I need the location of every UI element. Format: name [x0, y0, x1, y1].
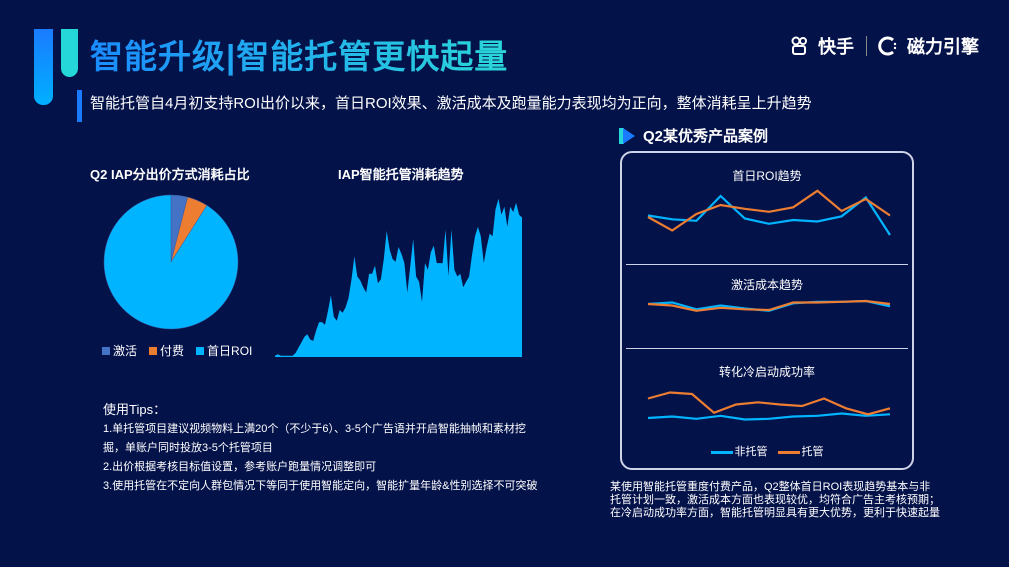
divider [626, 264, 908, 265]
decor-bar-blue [34, 29, 53, 105]
pie-chart [103, 194, 239, 330]
tip-item-1: 1.单托管项目建议视频物料上满20个（不少于6）、3-5个广告语并开启智能抽帧和… [103, 423, 526, 454]
roi-line-chart [647, 189, 891, 236]
legend-non-managed: 非托管 [710, 443, 768, 459]
tip-item-2: 2.出价根据考核目标值设置，参考账户跑量情况调整即可 [103, 461, 377, 473]
brand-logos: 快手 磁力引擎 [790, 33, 979, 59]
page-subtitle: 智能托管自4月初支持ROI出价以来，首日ROI效果、激活成本及跑量能力表现均为正… [90, 95, 812, 112]
brand-kuaishou: 快手 [818, 37, 854, 57]
subtitle-accent-bar [77, 90, 82, 122]
roi-chart-title: 首日ROI趋势 [732, 169, 802, 183]
legend-managed: 托管 [777, 443, 824, 459]
brand-separator [866, 36, 867, 56]
cost-line-chart [647, 299, 891, 312]
play-arrow-icon [619, 127, 635, 144]
area-chart [275, 198, 522, 357]
area-chart-title: IAP智能托管消耗趋势 [338, 167, 464, 182]
cost-chart-title: 激活成本趋势 [730, 278, 803, 292]
coldstart-line-chart [647, 391, 891, 421]
kuaishou-logo-icon [791, 36, 807, 55]
cili-logo-icon [878, 36, 897, 56]
case-heading: Q2某优秀产品案例 [619, 125, 768, 146]
legend-item-pay: 付费 [149, 342, 184, 359]
brand-cili: 磁力引擎 [907, 37, 979, 57]
tip-item-3: 3.使用托管在不定向人群包情况下等同于使用智能定向，智能扩量年龄&性别选择不可突… [103, 480, 538, 492]
coldstart-chart-title: 转化冷启动成功率 [718, 365, 815, 379]
pie-legend: 激活 付费 首日ROI [102, 342, 252, 359]
decor-bar-teal [61, 29, 78, 77]
line-legend: 非托管 托管 [622, 443, 912, 459]
legend-item-roi: 首日ROI [196, 342, 252, 359]
pie-chart-title: Q2 IAP分出价方式消耗占比 [90, 167, 250, 182]
case-note: 某使用智能托管重度付费产品，Q2整体首日ROI表现趋势基本与非托管计划一致，激活… [610, 481, 940, 519]
divider [626, 348, 908, 349]
tips-heading: 使用Tips： [103, 402, 167, 417]
usage-tips: 使用Tips： 1.单托管项目建议视频物料上满20个（不少于6）、3-5个广告语… [103, 400, 543, 496]
legend-item-activate: 激活 [102, 342, 137, 359]
page-title: 智能升级|智能托管更快起量 [90, 30, 508, 78]
case-chart-panel: 首日ROI趋势 激活成本趋势 转化冷启动成功率 非托管 托管 [620, 151, 914, 470]
